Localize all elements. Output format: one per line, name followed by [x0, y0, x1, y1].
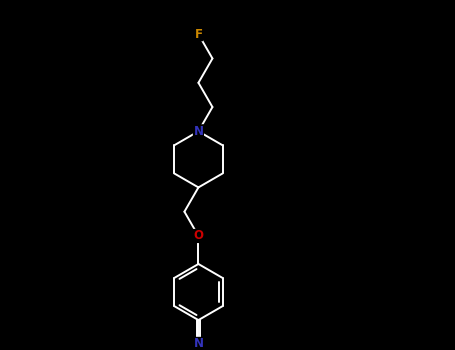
- Text: N: N: [193, 337, 203, 350]
- Text: F: F: [194, 28, 202, 41]
- Text: O: O: [193, 230, 203, 243]
- Text: N: N: [193, 125, 203, 138]
